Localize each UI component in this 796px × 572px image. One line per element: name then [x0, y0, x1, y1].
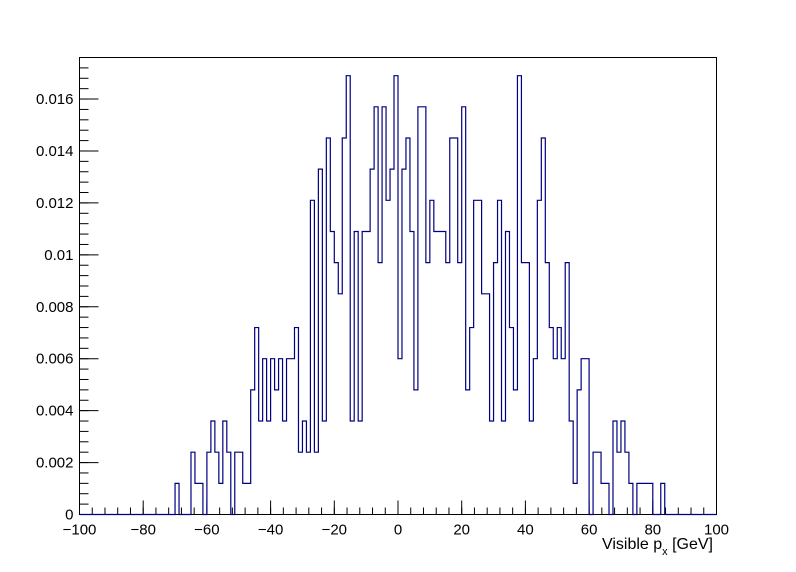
y-tick-label: 0.01 [44, 247, 73, 264]
x-axis: −100 −80 −60 −40 −20 0 20 40 60 80 100 [63, 500, 729, 539]
y-tick-label: 0.006 [36, 351, 74, 368]
y-tick-label: 0.004 [36, 403, 74, 420]
x-tick-label: 20 [453, 522, 470, 539]
y-tick-label: 0.008 [36, 299, 74, 316]
x-tick-label: −40 [258, 522, 283, 539]
x-tick-label: −100 [63, 522, 97, 539]
x-tick-label: −60 [194, 522, 219, 539]
x-axis-title: Visible px [GeV] [602, 536, 713, 558]
x-tick-label: 60 [581, 522, 598, 539]
histogram-series-line [79, 75, 717, 516]
y-tick-label: 0.012 [36, 195, 74, 212]
y-tick-label: 0.002 [36, 455, 74, 472]
x-tick-label: 100 [704, 522, 729, 539]
y-tick-label: 0 [65, 507, 73, 524]
x-tick-label: 40 [517, 522, 534, 539]
x-tick-label: 0 [394, 522, 402, 539]
x-tick-label: −80 [130, 522, 155, 539]
x-axis-title-subscript: x [662, 546, 668, 558]
x-tick-label: 80 [644, 522, 661, 539]
y-tick-label: 0.014 [36, 143, 74, 160]
x-tick-label: −20 [322, 522, 347, 539]
y-tick-label: 0.016 [36, 91, 74, 108]
y-axis: 0 0.002 0.004 0.006 0.008 0.01 0.012 0.014 0.016 [36, 57, 99, 524]
